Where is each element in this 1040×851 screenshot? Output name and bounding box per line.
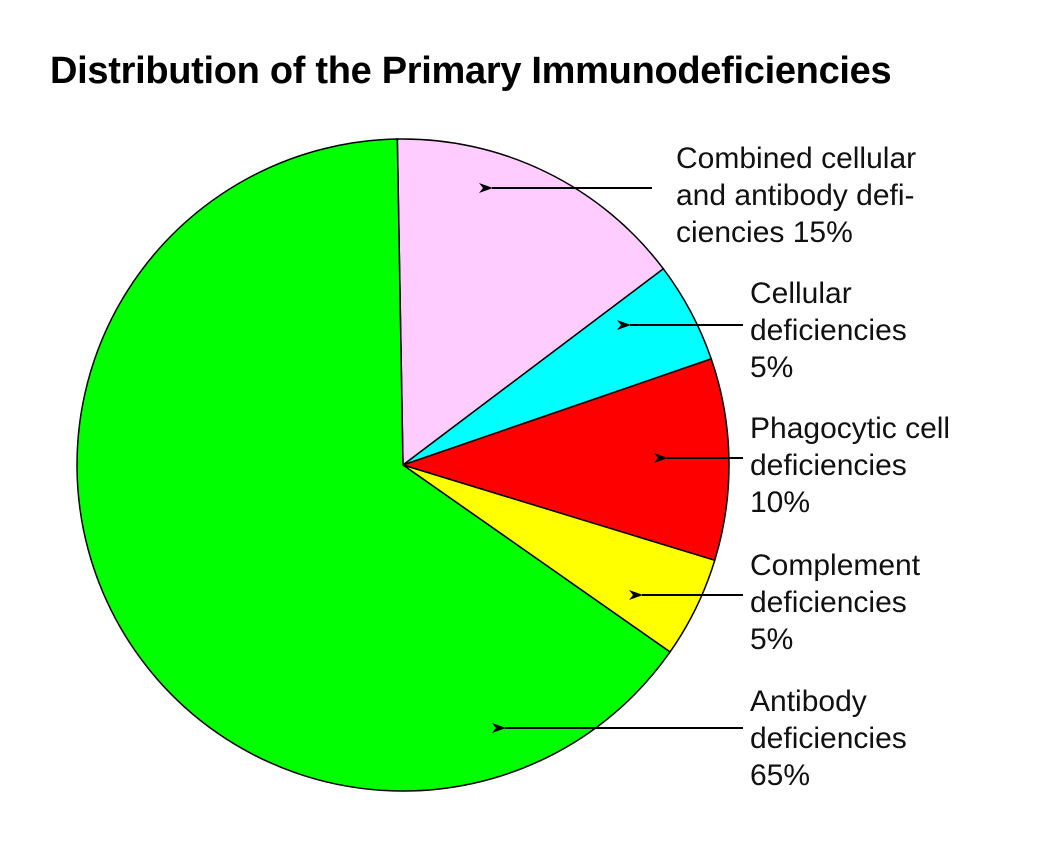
slice-label-2-line-1: Cellular (750, 277, 852, 310)
slice-label-3-line-2: deficiencies (750, 449, 907, 482)
slice-label-4-line-1: Complement (750, 549, 921, 582)
slice-label-1-line-1: Combined cellular (676, 142, 916, 175)
slice-label-5-line-2: deficiencies (750, 722, 907, 755)
slice-label-3-line-1: Phagocytic cell (750, 412, 950, 445)
pie-slice-3 (400, 357, 730, 562)
chart-title: Distribution of the Primary Immunodefici… (50, 50, 892, 92)
slice-label-4-line-2: deficiencies (750, 586, 907, 619)
slice-label-1-line-3: ciencies 15% (676, 216, 853, 249)
slice-label-5-line-1: Antibody (750, 685, 867, 718)
slice-label-4-line-3: 5% (750, 623, 793, 656)
pie-slice-1 (396, 138, 665, 467)
slice-label-1-line-2: and antibody defi- (676, 179, 915, 212)
slice-label-2-line-2: deficiencies (750, 314, 907, 347)
slice-label-5-line-3: 65% (750, 759, 810, 792)
slice-label-2-line-3: 5% (750, 351, 793, 384)
slice-label-3-line-3: 10% (750, 486, 810, 519)
pie-slice-5 (76, 138, 672, 792)
